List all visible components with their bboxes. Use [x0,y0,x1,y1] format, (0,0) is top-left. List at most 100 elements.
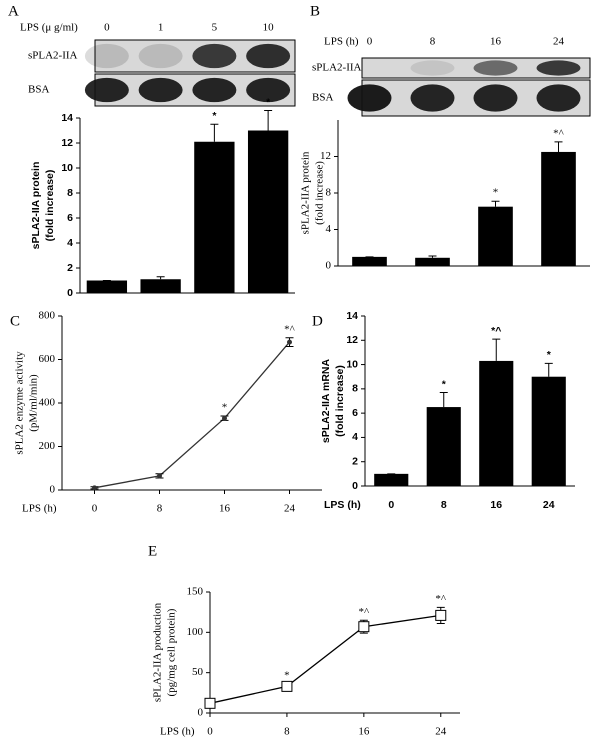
annotation: *^ [435,593,447,605]
y-tick-label: 800 [39,310,56,322]
y-tick-label: 8 [67,187,73,199]
y-axis-label: sPLA2-IIA protein [30,162,42,250]
y-tick-label: 400 [39,397,56,409]
marker [92,485,97,491]
bar [374,473,409,486]
annotation: * [442,378,447,390]
x-tick-label: 8 [441,499,447,511]
blot-band [84,43,129,69]
y-axis-label: (pg/mg cell protein) [166,608,178,696]
blot-row-label: sPLA2-IIA [28,50,78,62]
bar [194,141,235,293]
blot-row-label: BSA [28,84,49,96]
annotation: * [284,669,290,681]
error-bar [264,110,273,131]
x-tick-label: 5 [212,22,218,34]
panel-letter: B [310,3,320,19]
marker [204,697,216,709]
y-axis-label: (fold increase) [44,170,56,242]
x-axis-label: LPS (h) [324,499,361,511]
y-tick-label: 10 [61,162,73,174]
blot-band [410,60,455,76]
y-tick-label: 2 [352,455,358,467]
x-tick-label: 24 [553,36,565,48]
line [209,614,441,704]
x-axis-label: LPS (h) [160,726,195,738]
x-tick-label: 8 [284,726,290,738]
blot-label: LPS (μ g/ml) [20,22,78,34]
x-tick-label: 0 [367,36,373,48]
blot-band [138,77,183,103]
marker [157,473,162,479]
y-axis-label: (pM/ml/min) [28,374,40,432]
marker [358,621,370,633]
blot-band [536,60,581,76]
blot-band [192,77,237,103]
x-tick-label: 16 [490,499,502,511]
y-tick-label: 8 [326,187,332,199]
blot-band [192,43,237,69]
y-tick-label: 8 [352,383,358,395]
annotation: *^ [491,325,501,337]
y-tick-label: 12 [61,137,73,149]
blot-band [84,77,129,103]
error-bar [439,392,448,408]
bar [415,257,450,266]
error-bar [156,276,165,280]
y-axis-label: (fold increase) [314,161,326,225]
x-tick-label: 8 [430,36,436,48]
y-axis-label: sPLA2-IIA production [152,602,164,702]
marker [435,609,447,621]
blot-band [473,84,518,112]
bar [479,360,514,486]
y-axis-label: sPLA2 enzyme activity [14,351,26,455]
annotation: * [493,187,499,199]
y-tick-label: 2 [67,262,73,274]
y-tick-label: 50 [192,666,204,678]
blot-band [138,43,183,69]
panel-letter: A [8,3,19,19]
bar [426,407,461,486]
y-tick-label: 12 [320,150,331,162]
annotation: *^ [359,606,371,618]
error-bar [492,338,501,361]
x-tick-label: 24 [284,503,296,515]
x-tick-label: 16 [358,726,370,738]
bar [247,130,289,293]
error-bar [491,200,500,207]
panel-letter: C [10,313,20,329]
y-tick-label: 12 [346,334,358,346]
y-axis-label: sPLA2-IIA protein [300,151,312,234]
panel: B 0 4 8 12 sPLA2-IIA protein (fold increase) LP… [300,3,591,272]
panel-letter: D [312,313,323,329]
x-tick-label: 0 [207,726,213,738]
y-tick-label: 0 [198,707,204,719]
annotation: * [547,349,552,361]
x-tick-label: 16 [219,503,231,515]
y-tick-label: 6 [352,407,358,419]
bar [140,279,181,293]
y-tick-label: 14 [346,310,358,322]
blot-row-label: sPLA2-IIA [312,62,362,74]
x-tick-label: 24 [543,499,555,511]
y-tick-label: 200 [39,440,56,452]
y-tick-label: 0 [50,484,56,496]
annotation: * [212,110,217,122]
bar [352,256,387,266]
blot-row-label: BSA [312,92,333,104]
x-tick-label: 0 [92,503,98,515]
blot-band [347,84,392,112]
annotation: *^ [284,323,296,335]
error-bar [428,255,437,258]
y-tick-label: 0 [326,260,332,272]
y-tick-label: 14 [61,112,73,124]
bar [531,376,566,486]
marker [281,680,293,692]
panel: E 0 50 100 150 sPLA2-IIA production (pg/mg cel… [148,543,460,738]
blot-band [410,84,455,112]
x-tick-label: 0 [388,499,394,511]
error-bar [544,362,553,377]
x-tick-label: 16 [490,36,502,48]
